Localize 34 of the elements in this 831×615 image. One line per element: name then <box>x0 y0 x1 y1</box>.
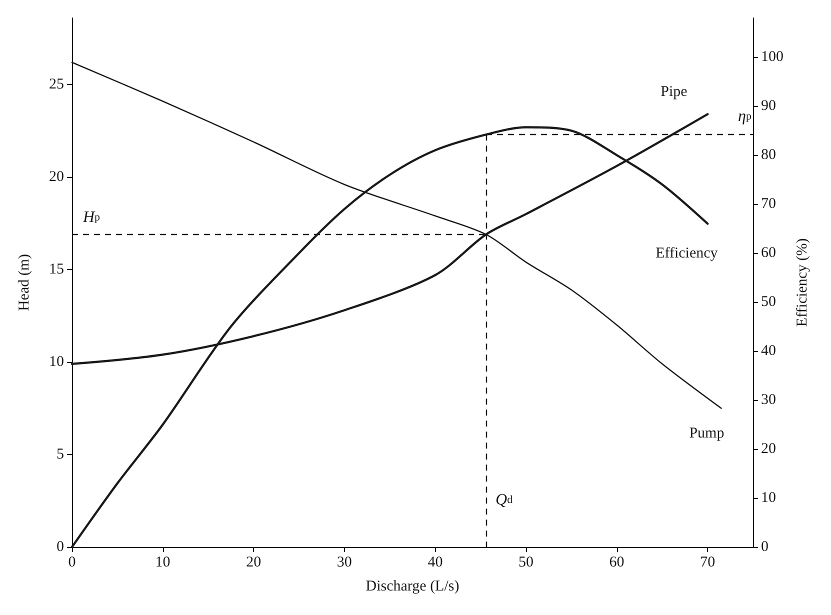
y2-tick-label: 60 <box>761 245 776 262</box>
y2-tick-label: 70 <box>761 196 776 212</box>
ref-line-label: Hp <box>82 208 101 226</box>
x-axis-title: Discharge (L/s) <box>366 578 460 594</box>
y-axis-title: Head (m) <box>16 254 32 312</box>
y-tick-label: 15 <box>49 262 64 278</box>
series-label: Pump <box>689 425 724 442</box>
y2-tick-label: 80 <box>761 147 776 164</box>
y2-tick-label: 90 <box>761 98 776 114</box>
series-label: Efficiency <box>656 246 718 262</box>
x-tick-label: 70 <box>700 554 716 570</box>
ref-line-label: ηp <box>738 108 752 126</box>
y-tick-label: 5 <box>56 446 64 463</box>
y2-tick-label: 100 <box>761 49 784 66</box>
x-tick-label: 20 <box>246 554 262 570</box>
y2-tick-label: 10 <box>761 490 776 506</box>
x-tick-label: 30 <box>336 554 352 570</box>
y2-tick-label: 50 <box>761 294 776 310</box>
series-label: Pipe <box>660 84 688 100</box>
ref-line-label: Qd <box>496 492 514 508</box>
y2-tick-label: 30 <box>761 392 776 408</box>
y-tick-label: 25 <box>49 76 64 93</box>
x-tick-label: 60 <box>609 554 624 570</box>
y2-tick-label: 20 <box>761 441 776 458</box>
y2-tick-label: 40 <box>761 343 776 360</box>
y-tick-label: 10 <box>49 354 64 370</box>
y2-tick-label: 0 <box>761 539 768 555</box>
y-tick-label: 20 <box>49 169 64 186</box>
x-tick-label: 10 <box>155 554 170 570</box>
x-tick-label: 0 <box>68 554 76 570</box>
x-tick-label: 50 <box>518 554 534 570</box>
x-tick-label: 40 <box>428 554 443 570</box>
y-tick-label: 0 <box>56 539 64 555</box>
y2-axis-title: Efficiency (%) <box>794 238 810 327</box>
